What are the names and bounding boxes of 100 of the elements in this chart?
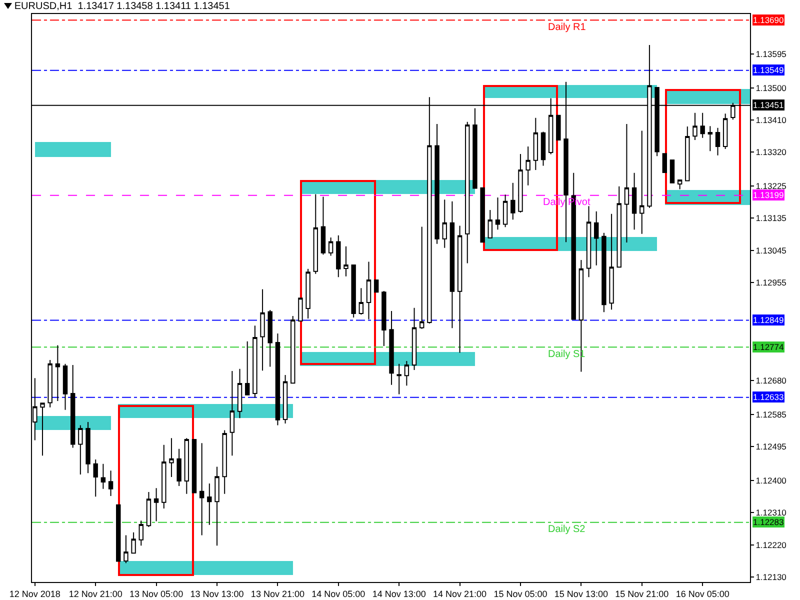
y-tick-label: 1.12310 — [756, 508, 787, 518]
candlestick — [162, 444, 166, 509]
candlestick — [138, 520, 144, 546]
candlestick — [488, 210, 492, 238]
candlestick — [465, 121, 470, 264]
candlestick — [556, 114, 561, 141]
candlestick — [244, 340, 250, 396]
y-tick-label: 1.13225 — [756, 181, 787, 192]
candlestick — [526, 146, 530, 186]
candlestick — [86, 422, 90, 474]
candlestick — [237, 368, 242, 419]
candlestick — [154, 488, 159, 522]
annotation: 1.12774 — [753, 342, 784, 352]
candlestick — [199, 442, 204, 536]
x-tick-label: 15 Nov 05:00 — [494, 588, 548, 599]
candlestick — [692, 112, 698, 141]
candlestick — [389, 310, 394, 386]
candlestick — [412, 307, 417, 370]
candlestick — [616, 186, 622, 268]
x-tick-label: 16 Nov 05:00 — [676, 588, 730, 599]
candlestick — [609, 213, 614, 310]
candlestick — [472, 108, 478, 189]
y-tick-label: 1.13595 — [756, 48, 787, 59]
candlestick — [62, 363, 68, 410]
candlestick — [184, 438, 190, 494]
x-tick-label: 15 Nov 13:00 — [554, 588, 608, 599]
y-tick-label: 1.13410 — [756, 115, 787, 126]
candlestick — [282, 374, 288, 424]
candlestick — [602, 232, 606, 313]
candlestick — [40, 402, 45, 456]
candlestick — [480, 187, 485, 243]
annotation: 1.12849 — [753, 315, 784, 325]
candlestick — [328, 236, 334, 256]
candlestick — [700, 112, 705, 138]
candlestick — [533, 117, 538, 171]
x-tick-label: 13 Nov 21:00 — [250, 588, 304, 599]
candlestick — [70, 364, 76, 448]
candlestick — [640, 130, 644, 234]
y-tick-label: 1.12585 — [756, 410, 787, 420]
candlestick — [192, 439, 197, 494]
candlestick — [632, 172, 637, 230]
candlestick — [169, 438, 174, 478]
candlestick — [252, 325, 258, 398]
candlestick — [116, 504, 121, 562]
y-tick-label: 1.13135 — [756, 213, 787, 224]
candlestick — [290, 316, 296, 384]
candlestick — [374, 279, 379, 293]
y-tick-label: 1.13500 — [756, 82, 787, 93]
annotation: 1.13451 — [753, 100, 784, 110]
candlestick — [100, 463, 106, 490]
x-tick-label: 15 Nov 21:00 — [615, 588, 669, 599]
candlestick — [594, 210, 599, 266]
candlestick — [176, 448, 182, 486]
candlestick — [540, 131, 546, 166]
ref-line-label: Daily R1 — [548, 22, 586, 33]
candlestick — [586, 206, 592, 278]
x-tick-label: 14 Nov 05:00 — [312, 588, 366, 599]
y-tick-label: 1.12130 — [756, 572, 787, 582]
x-tick-label: 12 Nov 2018 — [9, 588, 60, 599]
y-tick-label: 1.12955 — [756, 277, 787, 288]
candlestick — [55, 344, 60, 402]
candlestick — [420, 226, 424, 330]
candlestick — [396, 363, 402, 395]
candlestick — [48, 359, 52, 408]
candlestick — [78, 424, 83, 476]
candlestick — [685, 126, 690, 182]
x-tick-label: 14 Nov 13:00 — [372, 588, 426, 599]
candlestick — [670, 160, 675, 184]
chart-title: EURUSD,H1 1.13417 1.13458 1.13411 1.13451 — [14, 0, 230, 12]
candlestick — [344, 246, 348, 277]
candlestick — [320, 196, 326, 256]
annotation: 1.12633 — [753, 392, 784, 402]
annotation: 1.13690 — [753, 15, 784, 25]
candlestick — [722, 113, 728, 150]
candlestick — [510, 182, 516, 220]
y-tick-label: 1.12400 — [756, 476, 787, 486]
annotation: 1.12283 — [753, 517, 784, 527]
candlestick — [715, 127, 720, 156]
y-tick-label: 1.12495 — [756, 442, 787, 452]
x-tick-label: 13 Nov 05:00 — [130, 588, 184, 599]
candlestick — [275, 333, 280, 426]
candlestick — [146, 492, 152, 528]
candlestick — [306, 268, 310, 320]
candlestick — [358, 288, 364, 316]
y-tick-label: 1.13045 — [756, 245, 787, 256]
x-tick-label: 13 Nov 13:00 — [190, 588, 244, 599]
candlestick — [313, 194, 318, 274]
candlestick — [222, 430, 227, 494]
candlestick — [336, 234, 341, 278]
candlestick — [207, 482, 212, 526]
candlestick — [457, 225, 462, 354]
candlestick — [442, 199, 447, 248]
annotation: 1.13199 — [753, 190, 784, 200]
candlestick — [108, 470, 114, 496]
candlestick — [662, 153, 667, 174]
candlestick — [131, 532, 136, 554]
candlestick — [366, 261, 372, 320]
y-tick-label: 1.12680 — [756, 376, 787, 386]
y-tick-label: 1.13320 — [756, 147, 787, 158]
candlestick — [214, 466, 220, 546]
